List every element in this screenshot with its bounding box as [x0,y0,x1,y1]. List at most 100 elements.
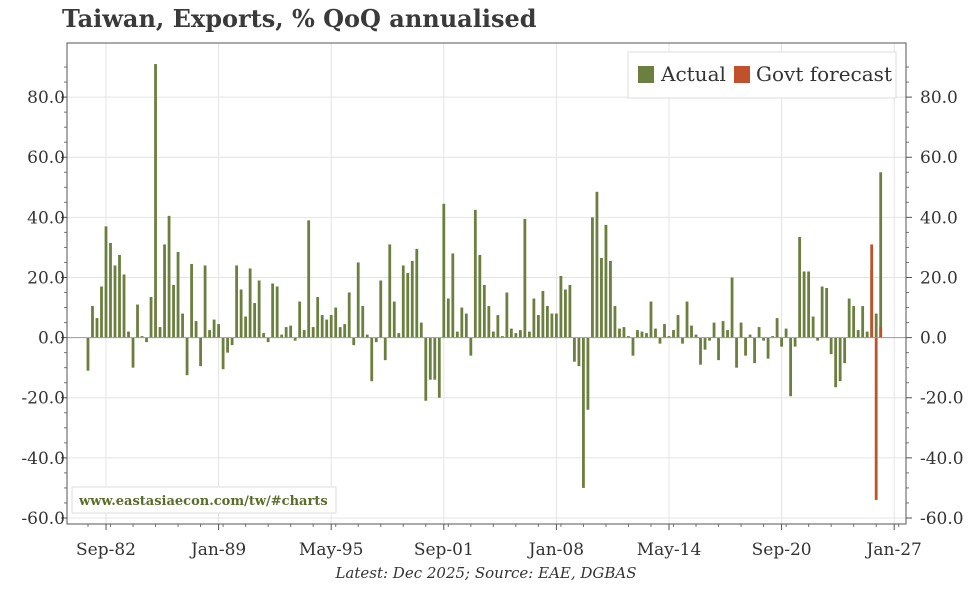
bar-actual [230,337,234,346]
bar-actual [257,280,261,338]
bar-actual [437,337,441,398]
bar-actual [113,265,117,338]
bar-actual [509,328,513,338]
bar-actual [491,331,495,338]
bar-actual [329,315,333,338]
bar-actual [469,337,473,356]
bar-actual [595,191,599,338]
bar-actual [762,337,765,341]
legend-label-govt-forecast: Govt forecast [756,62,892,86]
bar-actual [217,324,220,338]
bar-actual [527,331,531,338]
bar-actual [852,306,856,338]
bar-actual [203,265,207,338]
bar-actual [703,337,707,350]
axes [61,42,912,530]
bar-actual [604,224,608,338]
bar-actual [266,337,270,343]
bar-actual [536,315,540,338]
bar-actual [446,298,450,338]
y-tick-label-right: 0.0 [920,329,947,349]
legend: Actual Govt forecast [627,51,897,99]
bar-actual [176,251,180,338]
watermark: www.eastasiaecon.com/tw/#charts [71,486,337,514]
bar-actual [645,333,648,338]
bar-actual [149,297,153,338]
bar-actual [280,334,284,338]
bar-actual [181,313,184,338]
bar-actual [847,298,851,338]
bar-actual [338,327,342,338]
y-tick-label-right: -60.0 [920,509,964,529]
bar-actual [861,306,865,338]
bar-actual [401,265,405,338]
bar-actual [194,321,198,338]
bar-actual [334,307,338,338]
bar-actual [550,313,554,338]
bar-actual [694,334,698,338]
bar-actual [100,286,103,338]
bar-actual [406,272,410,338]
bar-actual [379,280,383,338]
bar-actual [316,297,320,338]
bar-actual [820,286,824,338]
legend-box [627,51,897,99]
bar-actual [397,333,401,338]
bar-actual [199,337,202,367]
bar-actual [856,330,860,338]
bar-actual [766,337,770,359]
bar-actual [356,262,360,338]
bar-actual [352,337,356,346]
bar-actual [807,271,811,338]
bar-actual [410,260,414,338]
bar-actual [239,289,243,338]
bar-actual [127,331,130,338]
bar-actual [654,328,657,338]
bar-actual [829,337,833,355]
x-tick-label: Sep-01 [414,540,474,560]
bar-actual [532,298,536,338]
x-tick-label: Sep-20 [752,540,812,560]
bar-actual [383,337,387,361]
bar-actual [365,334,369,338]
bar-actual [600,257,603,338]
y-tick-label-left: 80.0 [27,88,65,108]
bar-govt-forecast [879,327,883,338]
bar-actual [690,325,693,338]
y-tick-label-right: 60.0 [920,148,958,168]
bar-actual [167,215,171,338]
bar-actual [523,218,527,338]
bar-actual [865,331,869,338]
bar-actual [95,318,99,338]
bar-actual [158,327,162,338]
bar-actual [627,336,630,338]
bar-govt-forecast [874,337,878,500]
y-tick-label-left: 20.0 [27,268,65,288]
bar-actual [559,275,563,338]
bar-actual [428,337,432,380]
bar-actual [577,337,581,367]
bar-actual [802,271,806,338]
bar-actual [582,337,585,488]
bar-actual [748,334,752,338]
bar-actual [757,327,761,338]
legend-label-actual: Actual [660,62,726,86]
bar-actual [843,337,847,364]
y-tick-label-right: 80.0 [920,88,958,108]
bar-actual [473,209,477,338]
bar-actual [298,301,302,338]
bar-actual [753,337,756,364]
bar-actual [361,306,365,338]
bar-actual [122,274,126,338]
bar-actual [442,203,446,338]
x-tick-label: May-14 [637,540,702,560]
chart-title: Taiwan, Exports, % QoQ annualised [62,4,537,33]
bar-actual [555,313,558,338]
bar-actual [244,316,248,338]
x-tick-label: Jan-89 [189,540,246,560]
bar-actual [419,322,423,338]
bar-actual [433,337,437,380]
bar-actual [816,337,820,341]
bar-actual [347,292,351,338]
